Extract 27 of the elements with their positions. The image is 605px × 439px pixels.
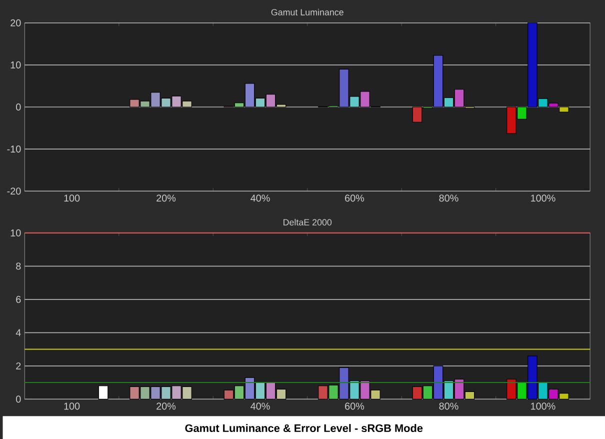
x-tick-label: 100% xyxy=(531,402,556,410)
x-tick-label: 40% xyxy=(250,194,270,202)
x-tick-label: 100% xyxy=(531,194,556,202)
x-tick-label: 20% xyxy=(156,194,176,202)
y-tick-label: 0 xyxy=(16,396,21,403)
y-tick-label: 20 xyxy=(10,19,21,26)
x-tick-label: 100 xyxy=(64,402,80,410)
x-tick-label: 100 xyxy=(64,194,80,202)
chart-title: Gamut Luminance xyxy=(271,8,344,16)
y-tick-label: 0 xyxy=(16,103,21,111)
y-tick-label: 8 xyxy=(16,262,21,270)
y-tick-label: -10 xyxy=(7,146,21,153)
y-tick-label: -20 xyxy=(7,188,21,195)
x-tick-label: 60% xyxy=(345,194,364,202)
x-tick-label: 60% xyxy=(345,402,364,410)
x-tick-label: 80% xyxy=(439,402,458,410)
bar xyxy=(98,386,108,400)
y-tick-label: 10 xyxy=(10,61,21,68)
y-tick-label: 10 xyxy=(10,229,21,236)
x-tick-label: 40% xyxy=(250,402,270,410)
x-tick-label: 20% xyxy=(156,402,176,410)
chart-title: DeltaE 2000 xyxy=(284,218,332,226)
y-tick-label: 2 xyxy=(16,362,21,370)
text: Gamut Luminance & Error Level - sRGB Mode xyxy=(185,424,423,432)
y-tick-label: 6 xyxy=(16,296,21,303)
x-tick-label: 80% xyxy=(439,194,458,202)
y-tick-label: 4 xyxy=(16,329,21,336)
